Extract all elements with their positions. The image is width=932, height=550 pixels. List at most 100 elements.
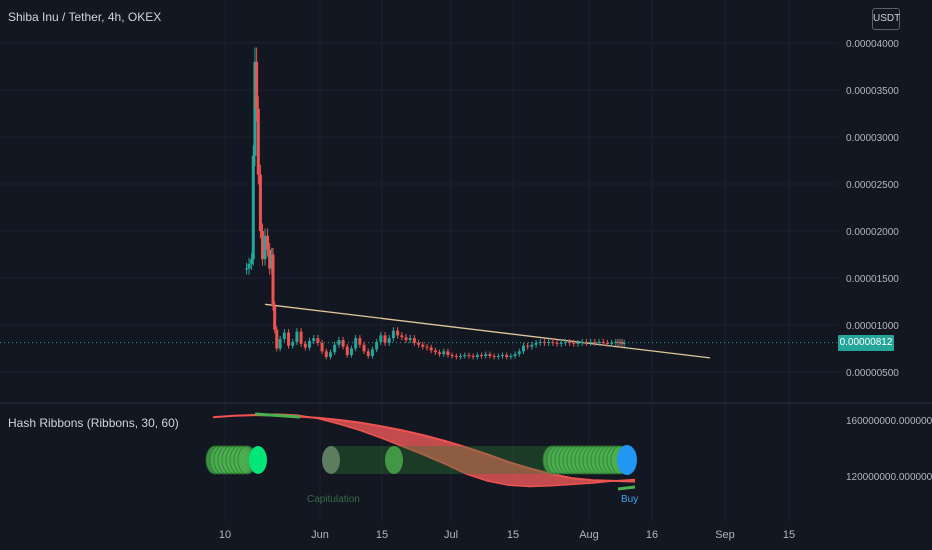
x-tick-label: 10 — [219, 529, 231, 541]
candle-body — [496, 356, 500, 358]
candle-body — [492, 356, 496, 358]
x-tick-label: 15 — [783, 529, 795, 541]
candle-body — [614, 341, 618, 343]
indicator-axis[interactable]: 120000000.00000000 160000000.00000000 — [846, 416, 932, 483]
candle-body — [484, 354, 488, 357]
candle-body — [605, 342, 609, 344]
candle-body — [475, 355, 479, 357]
candle-body — [563, 341, 567, 343]
candle-body — [513, 354, 517, 357]
buy-label: Buy — [621, 494, 638, 505]
y2-tick-label: 160000000.00000000 — [846, 416, 932, 427]
candle-body — [312, 338, 316, 341]
candle-body — [517, 351, 521, 355]
candle-body — [551, 341, 555, 343]
x-tick-label: Jun — [311, 529, 329, 541]
candle-body — [370, 349, 374, 357]
candle-body — [555, 342, 559, 344]
price-axis[interactable]: 0.00000500 0.00001000 0.00001500 0.00002000… — [846, 39, 899, 379]
candle-body — [589, 341, 593, 343]
candle-body — [354, 338, 358, 349]
candle-body — [568, 341, 572, 343]
candle-body — [425, 346, 429, 348]
candle-body — [358, 338, 362, 345]
candle-body — [559, 342, 563, 344]
candle-body — [295, 331, 299, 342]
candle-body — [268, 249, 272, 269]
candle-body — [538, 341, 542, 343]
candle-body — [433, 350, 437, 353]
candle-body — [299, 331, 303, 344]
candle-body — [400, 335, 404, 338]
candle-body — [275, 329, 279, 349]
candle-body — [454, 356, 458, 358]
y-tick-label: 0.00004000 — [846, 39, 899, 50]
capitulation-label: Capitulation — [307, 494, 360, 505]
candle-body — [404, 337, 408, 341]
buy-signal-dot — [617, 445, 637, 475]
candle-body — [429, 347, 433, 351]
candle-body — [345, 346, 349, 356]
candle-body — [333, 344, 337, 353]
y-tick-label: 0.00002000 — [846, 227, 899, 238]
resistance-trendline — [0, 303, 838, 359]
candle-body — [509, 356, 513, 358]
capitulation-end-dot — [249, 446, 267, 474]
candle-body — [366, 351, 370, 357]
candle-body — [261, 231, 265, 260]
candle-body — [291, 341, 295, 346]
ribbon-green-segment — [254, 412, 301, 419]
x-tick-label: Jul — [444, 529, 458, 541]
ribbon-green-segment-end — [617, 485, 636, 491]
candle-body — [547, 341, 551, 343]
candle-body — [247, 263, 251, 269]
candle-body — [256, 108, 260, 175]
candle-body — [534, 342, 538, 345]
y-tick-label: 0.00003500 — [846, 86, 899, 97]
candle-body — [253, 61, 257, 156]
candle-body — [620, 341, 624, 344]
candle-body — [324, 351, 328, 357]
symbol-title: Shiba Inu / Tether, 4h, OKEX — [8, 10, 162, 24]
candle-body — [488, 354, 492, 357]
candle-body — [307, 340, 311, 348]
candle-body — [379, 335, 383, 342]
candle-body — [622, 342, 626, 344]
candle-body — [597, 341, 601, 343]
candle-body — [450, 355, 454, 357]
candle-body — [467, 355, 471, 357]
candle-body — [273, 306, 277, 330]
candle-body — [618, 341, 622, 343]
candle-body — [328, 352, 332, 357]
hash-ribbons-indicator: Capitulation Buy — [205, 412, 638, 505]
y-tick-label: 0.00001000 — [846, 321, 899, 332]
candle-body — [412, 338, 416, 343]
candle-body — [396, 330, 400, 336]
candle-body — [271, 254, 275, 307]
time-axis[interactable]: 10 Jun 15 Jul 15 Aug 16 Sep 15 — [219, 529, 795, 541]
candle-body — [526, 345, 530, 347]
candle-body — [576, 342, 580, 344]
indicator-title: Hash Ribbons (Ribbons, 30, 60) — [8, 416, 179, 430]
candle-body — [263, 235, 267, 260]
x-tick-label: 16 — [646, 529, 658, 541]
candle-body — [258, 174, 262, 231]
last-price-tag: 0.00000812 — [838, 335, 894, 351]
y2-tick-label: 120000000.00000000 — [846, 472, 932, 483]
candle-body — [337, 340, 341, 345]
y-tick-label: 0.00000500 — [846, 368, 899, 379]
x-tick-label: 15 — [376, 529, 388, 541]
candle-body — [245, 268, 249, 270]
candle-body — [391, 330, 395, 339]
candle-body — [320, 342, 324, 352]
candle-body — [459, 356, 463, 358]
candle-body — [349, 348, 353, 356]
currency-button[interactable]: USDT — [872, 8, 900, 30]
candle-body — [383, 335, 387, 343]
candle-body — [584, 341, 588, 343]
candle-body — [572, 342, 576, 344]
candle-body — [303, 343, 307, 348]
candle-body — [266, 235, 270, 250]
candle-body — [417, 342, 421, 345]
